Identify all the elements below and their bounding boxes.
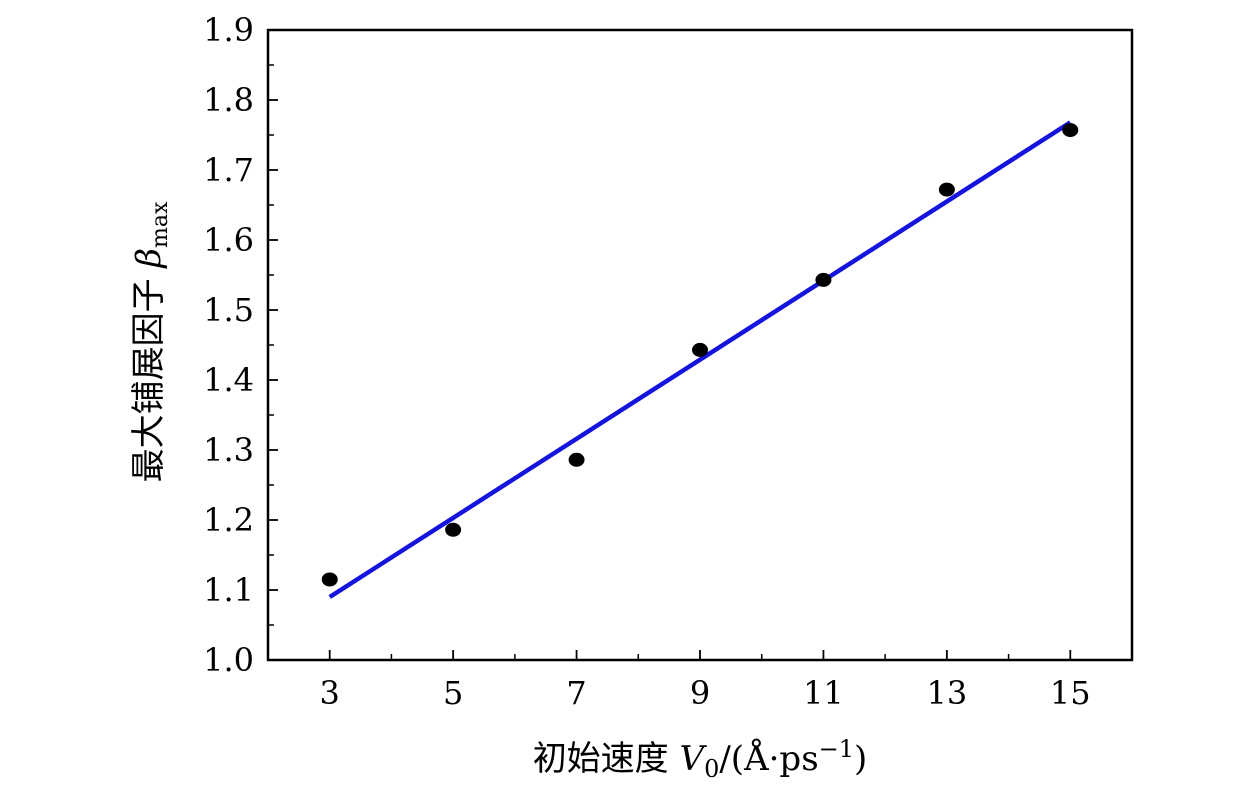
- x-tick-label: 11: [803, 674, 844, 712]
- x-axis-label-unit-close: ): [854, 739, 867, 779]
- y-tick-label: 1.7: [203, 151, 254, 189]
- y-axis-label-sub: max: [148, 201, 173, 248]
- x-tick-label: 5: [443, 674, 463, 712]
- y-tick-label: 1.4: [203, 361, 254, 399]
- y-axis-label: 最大铺展因子 βmax: [129, 201, 173, 482]
- x-axis-label-var: V: [680, 739, 708, 779]
- x-tick-label: 13: [926, 674, 967, 712]
- fit-line: [328, 120, 1072, 599]
- y-tick-label: 1.3: [203, 431, 254, 469]
- data-point: [815, 272, 832, 287]
- minor-ticks: [268, 64, 1010, 660]
- x-axis-label-sub: 0: [704, 755, 719, 783]
- y-tick-label: 1.0: [203, 641, 254, 679]
- x-axis-label-unit-open: /(Å·ps: [719, 738, 818, 779]
- x-tick-label: 7: [566, 674, 586, 712]
- y-axis-label-prefix: 最大铺展因子: [129, 268, 169, 483]
- x-tick-label: 9: [690, 674, 710, 712]
- x-axis-label: 初始速度 V0/(Å·ps−1): [533, 735, 868, 783]
- y-tick-label: 1.9: [203, 11, 254, 49]
- x-axis-label-prefix: 初始速度: [533, 739, 680, 779]
- y-tick-label: 1.8: [203, 81, 254, 119]
- data-point: [692, 342, 708, 357]
- plot-frame: [266, 28, 1134, 662]
- data-point: [321, 572, 338, 587]
- y-axis-label-var: β: [129, 248, 169, 270]
- major-ticks: [268, 29, 1072, 661]
- data-point: [445, 522, 462, 537]
- x-tick-label: 3: [320, 674, 340, 712]
- x-axis-label-sup: −1: [819, 735, 854, 763]
- x-tick-labels: 3 5 7 9 11 13 15: [320, 674, 1091, 712]
- data-point: [1062, 123, 1079, 138]
- data-point: [568, 452, 585, 467]
- y-tick-label: 1.2: [203, 501, 254, 539]
- y-tick-label: 1.1: [203, 571, 254, 609]
- y-tick-label: 1.5: [203, 291, 254, 329]
- data-point: [938, 182, 955, 197]
- fit-line-layer: [328, 120, 1072, 599]
- x-tick-label: 15: [1050, 674, 1091, 712]
- y-tick-labels: 1.0 1.1 1.2 1.3 1.4 1.5 1.6 1.7 1.8 1.9: [203, 11, 254, 679]
- y-tick-label: 1.6: [203, 221, 254, 259]
- data-points-layer: [321, 123, 1079, 587]
